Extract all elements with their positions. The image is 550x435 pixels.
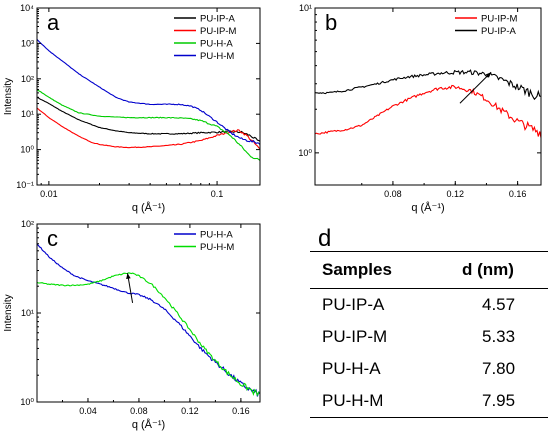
cell-sample: PU-IP-A (322, 295, 385, 314)
chart-panel-c: 10⁰ 10¹ 10² 0.04 0.08 0.12 0.16 q (Å⁻¹) Intensit… (3, 219, 261, 431)
series-line-pu-h-m (37, 39, 260, 145)
panel-label-c: c (47, 226, 58, 251)
header-d-nm: d (nm) (448, 251, 548, 289)
y-tick-label: 10⁴ (20, 3, 34, 13)
y-tick-label: 10³ (21, 38, 34, 48)
y-tick-label: 10² (21, 74, 34, 84)
legend-entry: PU-H-M (200, 242, 234, 253)
table-row: PU-H-M 7.95 (310, 385, 548, 418)
y-tick-label: 10⁰ (298, 148, 312, 158)
x-axis-label: q (Å⁻¹) (411, 201, 444, 214)
x-axis-label: q (Å⁻¹) (132, 418, 165, 431)
series-line-pu-h-a (37, 88, 260, 161)
chart-panel-a: 10⁻¹ 10⁰ 10¹ 10² 10³ 10⁴ 0.01 0.1 q (Å⁻¹) Intensi… (3, 3, 261, 214)
plot-frame (36, 7, 261, 186)
legend-entry: PU-IP-A (481, 26, 517, 37)
y-tick-label: 10¹ (21, 308, 34, 318)
panel-label-b: b (325, 10, 337, 35)
table-row: PU-H-A 7.80 (310, 353, 548, 385)
x-tick-label: 0.16 (509, 189, 527, 199)
series-line-pu-ip-m (315, 84, 541, 138)
x-tick-label: 0.12 (181, 406, 199, 416)
series-line-pu-h-m (37, 272, 260, 397)
x-tick-label: 0.08 (384, 189, 402, 199)
annotation-arrow-head (485, 72, 492, 78)
annotation-arrow-shaft (459, 71, 492, 104)
chart-panel-b: 10⁰ 10¹ 0.08 0.12 0.16 q (Å⁻¹) b PU-IP-MPU-IP-A (298, 3, 542, 214)
y-tick-label: 10¹ (21, 109, 34, 119)
cell-d-value: 4.57 (482, 295, 516, 314)
cell-sample: PU-IP-M (322, 327, 388, 346)
legend-entry: PU-H-A (200, 230, 233, 241)
y-tick-label: 10¹ (299, 3, 312, 13)
legend-entry: PU-IP-A (200, 14, 236, 25)
series-line-pu-ip-a (315, 69, 541, 101)
x-tick-label: 0.01 (40, 189, 58, 199)
x-tick-label: 0.04 (79, 406, 97, 416)
x-tick-label: 0.08 (130, 406, 148, 416)
series-line-pu-ip-a (37, 96, 260, 142)
x-tick-label: 0.12 (447, 189, 465, 199)
header-samples: Samples (310, 251, 448, 289)
y-tick-label: 10⁰ (20, 145, 34, 155)
annotation-arrow-head (126, 273, 131, 279)
y-tick-label: 10⁰ (20, 397, 34, 407)
table-row: PU-IP-A 4.57 (310, 289, 548, 322)
legend-entry: PU-IP-M (481, 14, 518, 25)
cell-d-value: 7.80 (482, 359, 516, 378)
x-axis-label: q (Å⁻¹) (132, 201, 165, 214)
series-line-pu-ip-m (37, 107, 260, 150)
plot-frame (314, 7, 542, 186)
legend-entry: PU-H-A (200, 39, 233, 50)
cell-sample: PU-H-A (322, 359, 381, 378)
series-line-pu-h-a (37, 243, 260, 397)
legend-entry: PU-H-M (200, 51, 234, 62)
y-tick-label: 10⁻¹ (16, 180, 34, 190)
table-row: PU-IP-M 5.33 (310, 321, 548, 353)
cell-sample: PU-H-M (310, 385, 448, 418)
y-tick-label: 10² (21, 219, 34, 229)
legend-entry: PU-IP-M (200, 26, 237, 37)
panel-label-d: d (318, 225, 332, 252)
y-axis-label: Intensity (3, 294, 14, 331)
table-header-row: Samples d (nm) (310, 251, 548, 289)
cell-d-value: 7.95 (448, 385, 548, 418)
d-spacing-table: Samples d (nm) PU-IP-A 4.57 PU-IP-M 5.33… (310, 251, 548, 418)
table-panel-d: d Samples d (nm) PU-IP-A 4.57 PU-IP-M 5.… (310, 225, 548, 418)
cell-d-value: 5.33 (482, 327, 516, 346)
x-tick-label: 0.1 (211, 189, 224, 199)
y-axis-label: Intensity (3, 78, 14, 115)
x-tick-label: 0.16 (232, 406, 250, 416)
panel-label-a: a (47, 10, 60, 35)
